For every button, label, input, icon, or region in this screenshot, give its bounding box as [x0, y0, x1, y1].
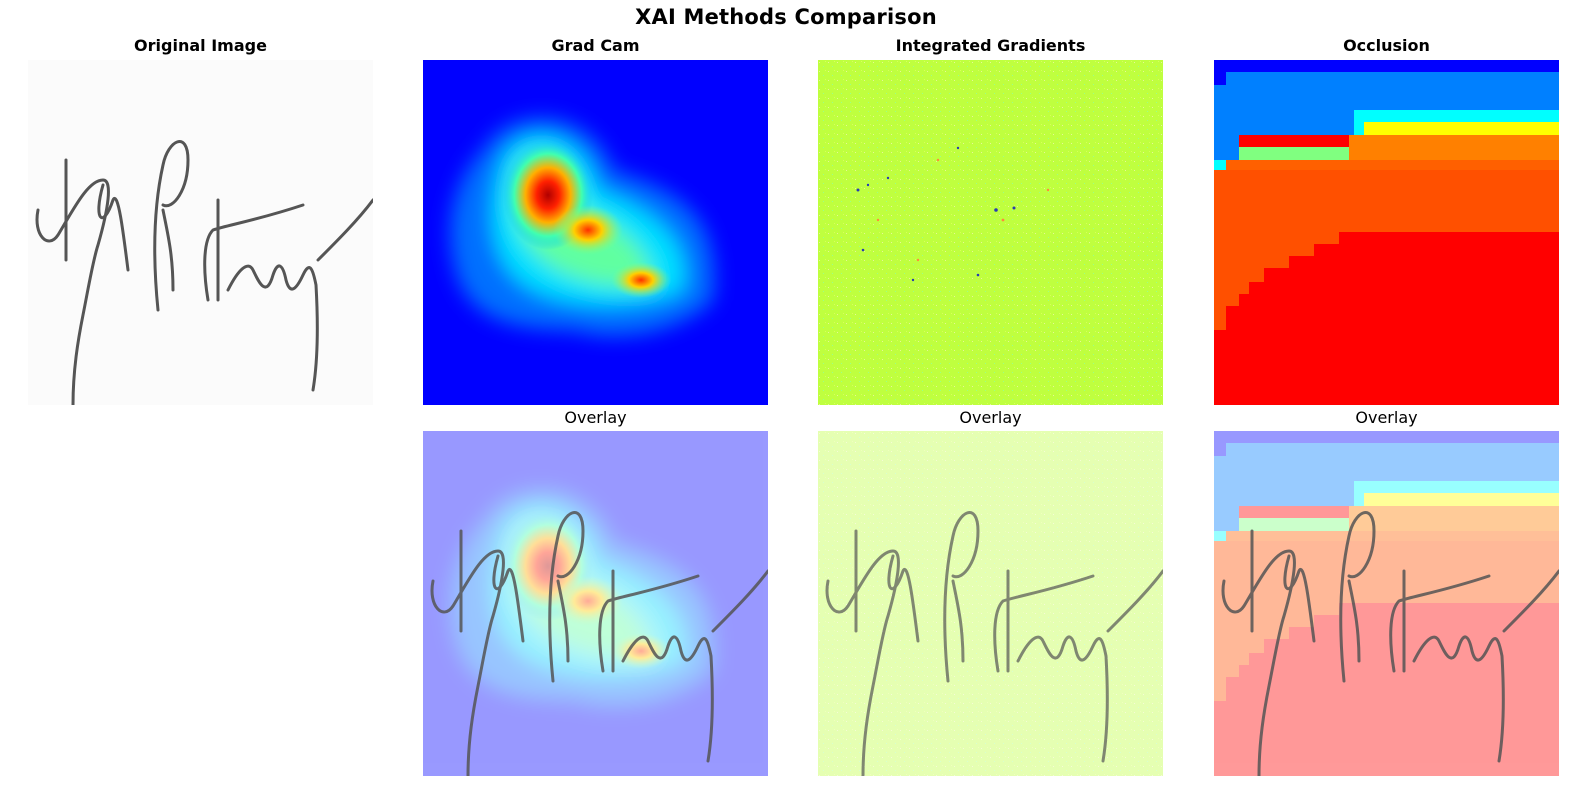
- integrated-gradients-title: Integrated Gradients: [895, 36, 1086, 55]
- gradcam-title: Grad Cam: [551, 36, 640, 55]
- occlusion-overlay-label: Overlay: [1355, 408, 1418, 427]
- figure-title: XAI Methods Comparison: [635, 5, 937, 29]
- gradcam-heatmap: [423, 60, 768, 405]
- occlusion-title: Occlusion: [1343, 36, 1430, 55]
- occlusion-map: [1214, 60, 1559, 405]
- integrated-gradients-map: [818, 60, 1163, 405]
- integrated-gradients-overlay-label: Overlay: [959, 408, 1022, 427]
- integrated-gradients-overlay-image: [818, 431, 1163, 776]
- original-signature-image: [28, 60, 373, 405]
- occlusion-overlay-image: [1214, 431, 1559, 776]
- gradcam-overlay-image: [423, 431, 768, 776]
- original-image-title: Original Image: [134, 36, 267, 55]
- gradcam-overlay-label: Overlay: [564, 408, 627, 427]
